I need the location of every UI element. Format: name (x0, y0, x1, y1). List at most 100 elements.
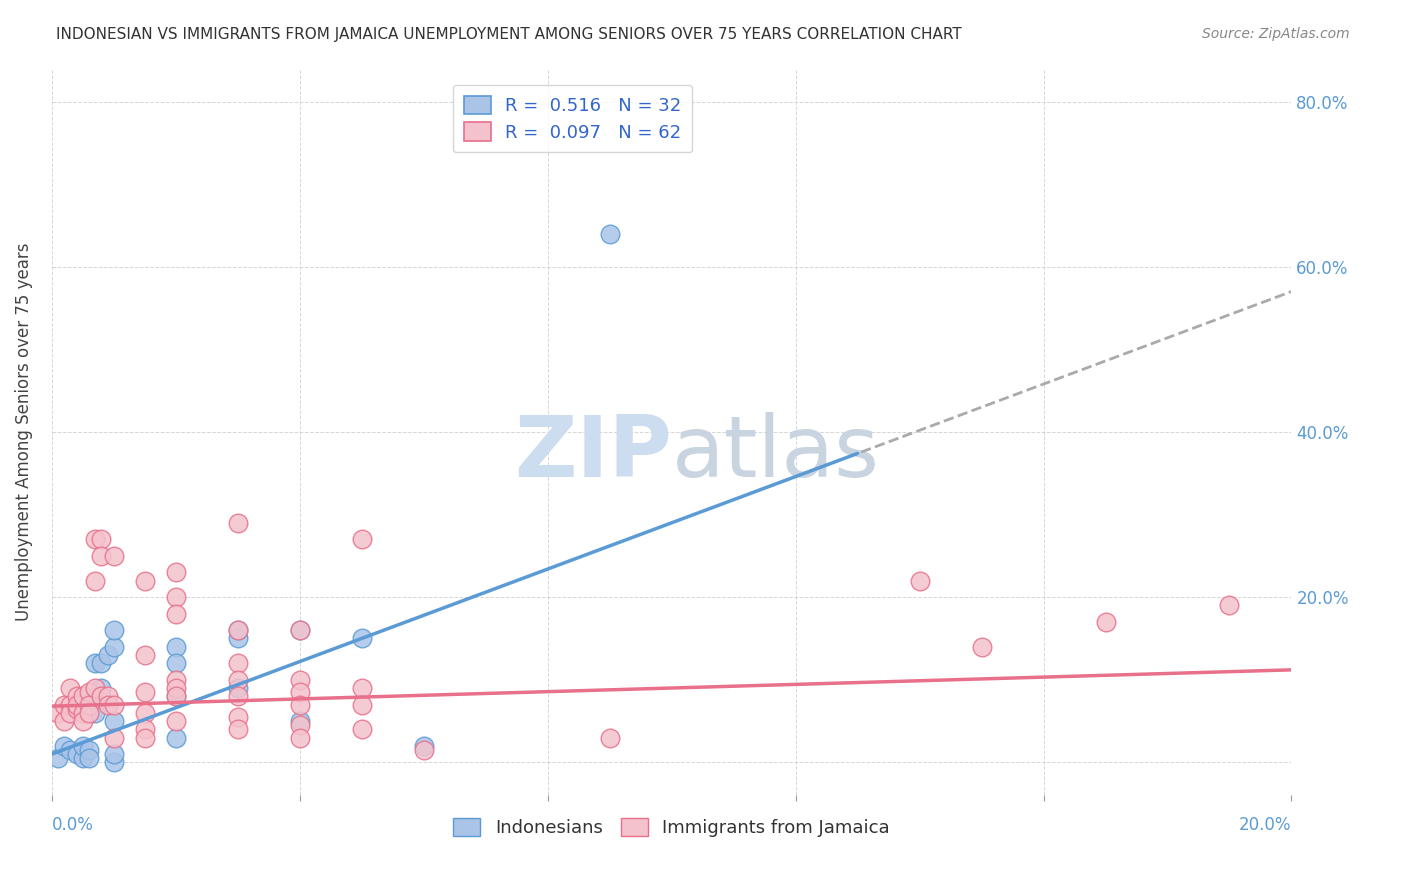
Point (165, 731, 187, 745)
Point (165, 640, 187, 654)
Point (65, 747, 87, 761)
Point (226, 624, 249, 638)
Point (59, 681, 82, 695)
Point (103, 624, 125, 638)
Point (350, 698, 373, 712)
Point (72, 690, 94, 704)
Point (84, 690, 107, 704)
Point (53, 698, 76, 712)
Point (134, 723, 156, 737)
Point (226, 690, 249, 704)
Point (165, 590, 187, 604)
Point (226, 657, 249, 671)
Point (165, 566, 187, 580)
Point (77, 706, 100, 720)
Text: atlas: atlas (672, 412, 880, 495)
Point (72, 714, 94, 728)
Point (59, 698, 82, 712)
Point (134, 648, 156, 662)
Point (134, 706, 156, 720)
Point (134, 685, 156, 699)
Point (165, 690, 187, 704)
Point (165, 690, 187, 704)
Point (412, 743, 434, 757)
Point (288, 673, 311, 687)
Point (90, 681, 112, 695)
Point (59, 706, 82, 720)
Point (134, 731, 156, 745)
Point (65, 701, 87, 715)
Point (77, 743, 100, 757)
Point (288, 698, 311, 712)
Text: Source: ZipAtlas.com: Source: ZipAtlas.com (1202, 27, 1350, 41)
Point (412, 739, 434, 753)
Point (103, 549, 125, 563)
Point (288, 624, 311, 638)
Point (1094, 615, 1116, 629)
Point (226, 673, 249, 687)
Text: ZIP: ZIP (513, 412, 672, 495)
Point (103, 747, 125, 761)
Text: 0.0%: 0.0% (52, 816, 94, 834)
Point (288, 718, 311, 732)
Point (226, 681, 249, 695)
Point (103, 714, 125, 728)
Point (165, 607, 187, 621)
Point (90, 690, 112, 704)
Point (288, 731, 311, 745)
Point (84, 574, 107, 588)
Point (90, 690, 112, 704)
Point (165, 681, 187, 695)
Point (970, 640, 993, 654)
Point (165, 657, 187, 671)
Point (77, 685, 100, 699)
Text: INDONESIAN VS IMMIGRANTS FROM JAMAICA UNEMPLOYMENT AMONG SENIORS OVER 75 YEARS C: INDONESIAN VS IMMIGRANTS FROM JAMAICA UN… (56, 27, 962, 42)
Point (288, 685, 311, 699)
Point (65, 690, 87, 704)
Point (350, 681, 373, 695)
Point (53, 714, 76, 728)
Point (84, 657, 107, 671)
Point (96, 648, 118, 662)
Point (908, 574, 931, 588)
Point (103, 756, 125, 770)
Point (65, 698, 87, 712)
Point (84, 706, 107, 720)
Y-axis label: Unemployment Among Seniors over 75 years: Unemployment Among Seniors over 75 years (15, 243, 32, 621)
Point (1218, 599, 1240, 613)
Point (77, 751, 100, 765)
Point (96, 690, 118, 704)
Point (103, 640, 125, 654)
Point (226, 624, 249, 638)
Point (77, 698, 100, 712)
Point (165, 714, 187, 728)
Point (350, 632, 373, 646)
Point (103, 731, 125, 745)
Point (46, 706, 69, 720)
Point (165, 673, 187, 687)
Point (226, 632, 249, 646)
Point (53, 739, 76, 753)
Point (226, 710, 249, 724)
Point (72, 751, 94, 765)
Point (226, 723, 249, 737)
Point (350, 723, 373, 737)
Text: 20.0%: 20.0% (1239, 816, 1292, 834)
Point (90, 657, 112, 671)
Point (599, 227, 621, 241)
Point (46, 751, 69, 765)
Point (72, 706, 94, 720)
Point (350, 533, 373, 547)
Point (84, 681, 107, 695)
Point (90, 533, 112, 547)
Point (103, 698, 125, 712)
Point (90, 549, 112, 563)
Point (599, 731, 621, 745)
Point (288, 624, 311, 638)
Point (59, 743, 82, 757)
Point (84, 533, 107, 547)
Point (288, 714, 311, 728)
Legend: Indonesians, Immigrants from Jamaica: Indonesians, Immigrants from Jamaica (446, 811, 897, 845)
Point (134, 574, 156, 588)
Point (226, 516, 249, 530)
